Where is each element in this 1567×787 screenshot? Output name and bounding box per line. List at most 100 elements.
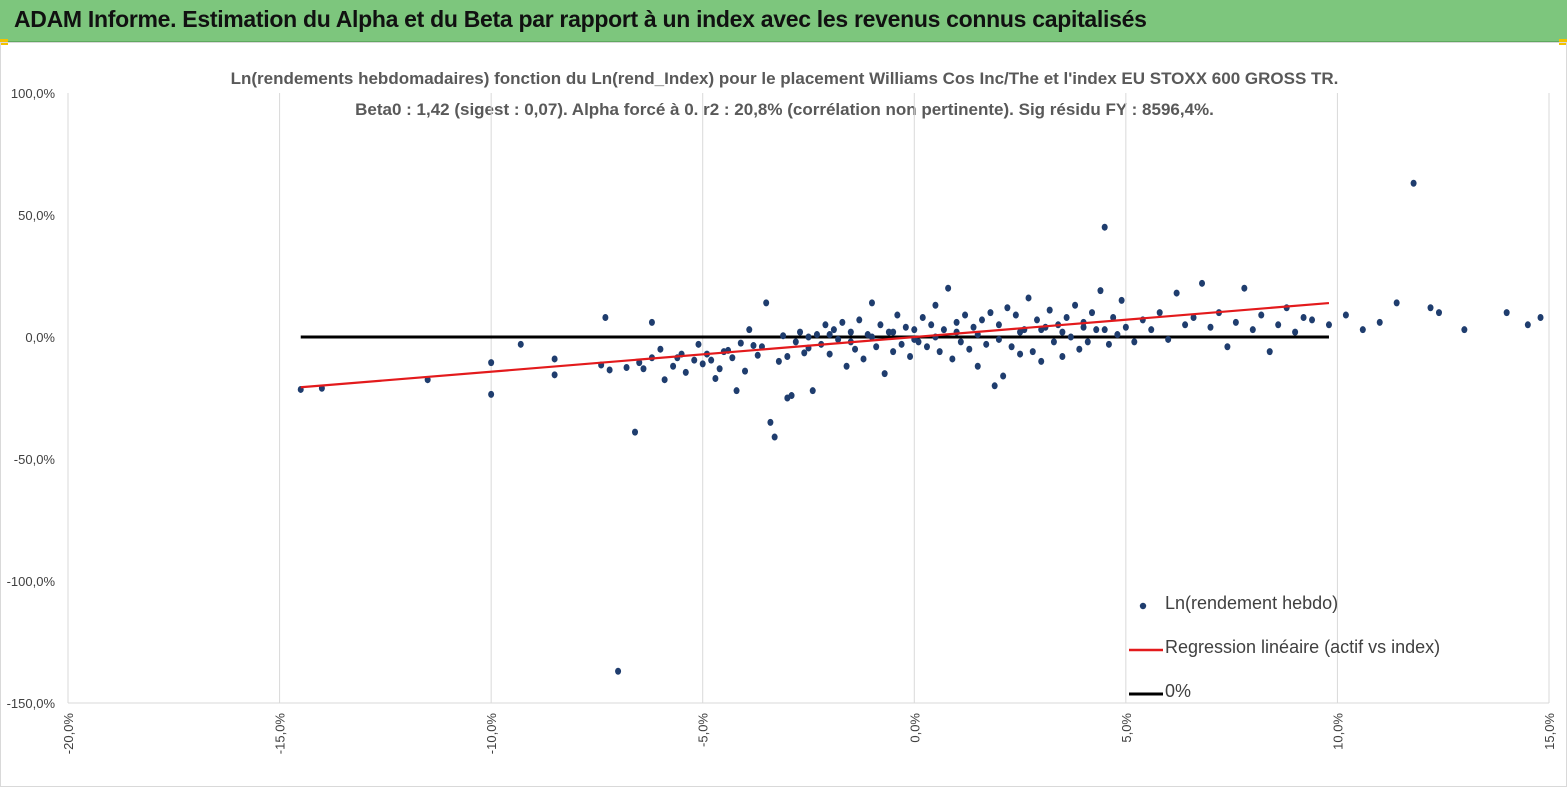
scatter-point (970, 323, 977, 331)
scatter-point (991, 382, 998, 390)
scatter-point (1410, 179, 1417, 187)
scatter-point (983, 340, 990, 348)
scatter-point (856, 316, 863, 324)
scatter-point (995, 335, 1002, 343)
scatter-point (1148, 326, 1155, 334)
scatter-point (890, 348, 897, 356)
scatter-point (822, 321, 829, 329)
scatter-point (792, 338, 799, 346)
scatter-point (1207, 323, 1214, 331)
scatter-point (1105, 340, 1112, 348)
scatter-point (898, 340, 905, 348)
scatter-point (966, 345, 973, 353)
scatter-point (1000, 372, 1007, 380)
scatter-point (1190, 313, 1197, 321)
scatter-point (1101, 223, 1108, 231)
scatter-point (771, 433, 778, 441)
chart-subtitle: Beta0 : 1,42 (sigest : 0,07). Alpha forc… (355, 100, 1214, 119)
x-tick-label: 15,0% (1542, 713, 1557, 750)
scatter-point (1461, 326, 1468, 334)
scatter-point (767, 418, 774, 426)
scatter-point (708, 356, 715, 364)
scatter-point (712, 374, 719, 382)
scatter-point (826, 331, 833, 339)
scatter-point (1063, 313, 1070, 321)
scatter-point (775, 357, 782, 365)
scatter-point (661, 376, 668, 384)
scatter-point (847, 328, 854, 336)
scatter-point (1110, 313, 1117, 321)
scatter-point (809, 387, 816, 395)
scatter-point (1017, 328, 1024, 336)
scatter-point (682, 368, 689, 376)
scatter-point (1266, 348, 1273, 356)
scatter-point (1300, 313, 1307, 321)
scatter-point (648, 318, 655, 326)
scatter-point (640, 365, 647, 373)
scatter-point (923, 343, 930, 351)
x-tick-label: 10,0% (1330, 713, 1345, 750)
y-tick-label: 50,0% (18, 208, 55, 223)
y-tick-label: -150,0% (7, 696, 56, 711)
scatter-point (995, 321, 1002, 329)
scatter-point (1033, 316, 1040, 324)
scatter-point (1080, 323, 1087, 331)
scatter-point (1076, 345, 1083, 353)
scatter-point (1118, 296, 1125, 304)
y-tick-label: 0,0% (25, 330, 55, 345)
scatter-point (1025, 294, 1032, 302)
scatter-point (877, 321, 884, 329)
x-tick-label: -15,0% (273, 713, 288, 755)
scatter-point (962, 311, 969, 319)
scatter-point (1059, 353, 1066, 361)
scatter-point (606, 366, 613, 374)
scatter-point (936, 348, 943, 356)
scatter-point (940, 326, 947, 334)
x-tick-label: -5,0% (696, 713, 711, 747)
x-tick-label: -20,0% (61, 713, 76, 755)
scatter-point (1050, 338, 1057, 346)
legend-label-points: Ln(rendement hebdo) (1165, 593, 1339, 613)
scatter-point (746, 326, 753, 334)
scatter-point (1309, 316, 1316, 324)
scatter-point (835, 335, 842, 343)
scatter-point (1224, 343, 1231, 351)
x-tick-label: 0,0% (907, 713, 922, 743)
scatter-point (780, 332, 787, 340)
scatter-point (1435, 309, 1442, 317)
scatter-point (1029, 348, 1036, 356)
scatter-point (881, 370, 888, 378)
scatter-point (1427, 304, 1434, 312)
scatter-point (729, 354, 736, 362)
scatter-point (551, 355, 558, 363)
report-title: ADAM Informe. Estimation du Alpha et du … (14, 6, 1147, 32)
x-tick-label: -10,0% (484, 713, 499, 755)
scatter-point (987, 309, 994, 317)
scatter-point (623, 364, 630, 371)
scatter-point (890, 328, 897, 336)
scatter-point (488, 390, 495, 398)
scatter-point (1292, 328, 1299, 336)
chart-panel: Ln(rendements hebdomadaires) fonction du… (0, 42, 1567, 787)
scatter-point (843, 362, 850, 370)
scatter-point (1084, 338, 1091, 346)
scatter-point (602, 313, 609, 321)
scatter-point (1325, 321, 1332, 329)
scatter-point (1131, 338, 1138, 346)
scatter-point (1017, 350, 1024, 358)
scatter-point (907, 353, 914, 361)
scatter-point (1393, 299, 1400, 307)
legend-label-zero: 0% (1165, 681, 1192, 701)
scatter-point (784, 353, 791, 361)
scatter-point (754, 351, 761, 359)
scatter-point (902, 323, 909, 331)
scatter-point (860, 355, 867, 363)
scatter-point (1008, 343, 1015, 351)
scatter-point (1503, 309, 1510, 317)
scatter-point (826, 350, 833, 358)
scatter-point (1199, 279, 1206, 287)
scatter-point (1359, 326, 1366, 334)
scatter-point (1089, 309, 1096, 317)
scatter-point (852, 345, 859, 353)
scatter-point (1342, 311, 1349, 319)
